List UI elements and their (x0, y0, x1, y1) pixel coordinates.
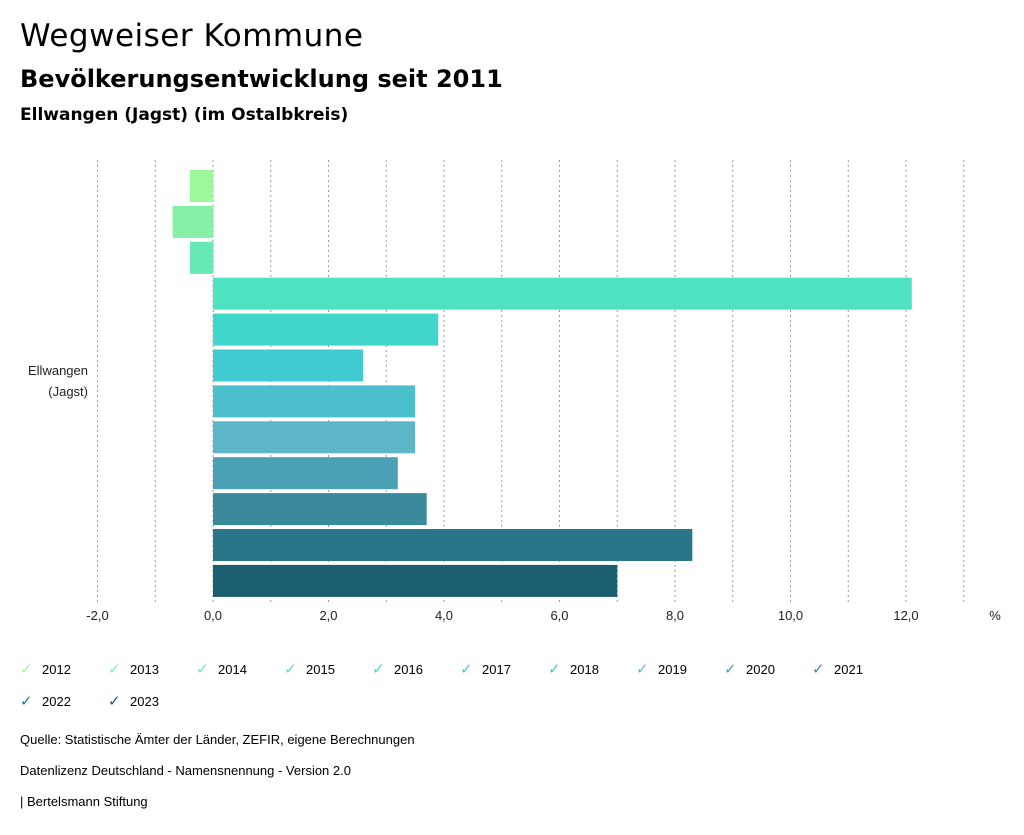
legend-label: 2019 (658, 661, 687, 677)
checkmark-icon: ✓ (548, 661, 561, 678)
x-axis-unit: % (989, 608, 1001, 623)
legend-item-2020[interactable]: ✓ 2020 (724, 660, 775, 678)
bar-2018 (213, 385, 416, 418)
legend-item-2021[interactable]: ✓ 2021 (812, 660, 863, 678)
checkmark-icon: ✓ (372, 661, 385, 678)
source-note: Quelle: Statistische Ämter der Länder, Z… (20, 732, 415, 747)
legend-label: 2016 (394, 661, 423, 677)
checkmark-icon: ✓ (460, 661, 473, 678)
bar-2022 (213, 529, 693, 561)
bar-2016 (213, 313, 439, 346)
bar-2013 (172, 205, 213, 238)
legend-label: 2022 (42, 693, 71, 709)
checkmark-icon: ✓ (196, 661, 209, 678)
legend-item-2019[interactable]: ✓ 2019 (636, 660, 687, 678)
x-tick-label: 4,0 (435, 608, 453, 623)
legend-item-2018[interactable]: ✓ 2018 (548, 660, 599, 678)
legend-item-2013[interactable]: ✓ 2013 (108, 660, 159, 678)
bar-2021 (213, 493, 427, 526)
legend-label: 2012 (42, 661, 71, 677)
legend-label: 2020 (746, 661, 775, 677)
legend-item-2015[interactable]: ✓ 2015 (284, 660, 335, 678)
x-tick-label: 10,0 (778, 608, 803, 623)
bar-2014 (189, 241, 213, 274)
checkmark-icon: ✓ (284, 661, 297, 678)
bar-2012 (189, 170, 213, 202)
x-tick-label: 2,0 (319, 608, 337, 623)
x-tick-label: 0,0 (204, 608, 222, 623)
location-label: Ellwangen (Jagst) (im Ostalbkreis) (20, 105, 349, 125)
x-tick-label: 12,0 (893, 608, 918, 623)
checkmark-icon: ✓ (636, 661, 649, 678)
legend-label: 2017 (482, 661, 511, 677)
chart-subtitle: Bevölkerungsentwicklung seit 2011 (20, 65, 503, 93)
y-category-label: Ellwangen (28, 363, 88, 378)
credit-note: | Bertelsmann Stiftung (20, 794, 148, 809)
legend-label: 2021 (834, 661, 863, 677)
legend-item-2014[interactable]: ✓ 2014 (196, 660, 247, 678)
x-tick-label: 8,0 (666, 608, 684, 623)
bar-2019 (213, 421, 416, 454)
bar-2023 (213, 564, 618, 597)
license-note: Datenlizenz Deutschland - Namensnennung … (20, 763, 351, 778)
bar-chart: -2,0 0,0 2,0 4,0 6,0 8,0 10,0 12,0 % Ellwangen (Ja… (28, 160, 1001, 623)
y-category-label: (Jagst) (48, 384, 88, 399)
legend-item-2016[interactable]: ✓ 2016 (372, 660, 423, 678)
legend-label: 2015 (306, 661, 335, 677)
legend-label: 2023 (130, 693, 159, 709)
legend-item-2017[interactable]: ✓ 2017 (460, 660, 511, 678)
legend-label: 2013 (130, 661, 159, 677)
legend-label: 2018 (570, 661, 599, 677)
legend-item-2012[interactable]: ✓ 2012 (20, 660, 71, 678)
legend-item-2023[interactable]: ✓ 2023 (108, 692, 159, 710)
checkmark-icon: ✓ (108, 661, 121, 678)
x-tick-label: 6,0 (550, 608, 568, 623)
bar-2020 (213, 457, 398, 490)
checkmark-icon: ✓ (20, 661, 33, 678)
checkmark-icon: ✓ (20, 693, 33, 710)
checkmark-icon: ✓ (812, 661, 825, 678)
bar-2015 (213, 277, 912, 310)
bar-2017 (213, 349, 364, 382)
page-title: Wegweiser Kommune (20, 18, 364, 54)
checkmark-icon: ✓ (108, 693, 121, 710)
legend-label: 2014 (218, 661, 247, 677)
checkmark-icon: ✓ (724, 661, 737, 678)
x-tick-label: -2,0 (86, 608, 108, 623)
legend-item-2022[interactable]: ✓ 2022 (20, 692, 71, 710)
